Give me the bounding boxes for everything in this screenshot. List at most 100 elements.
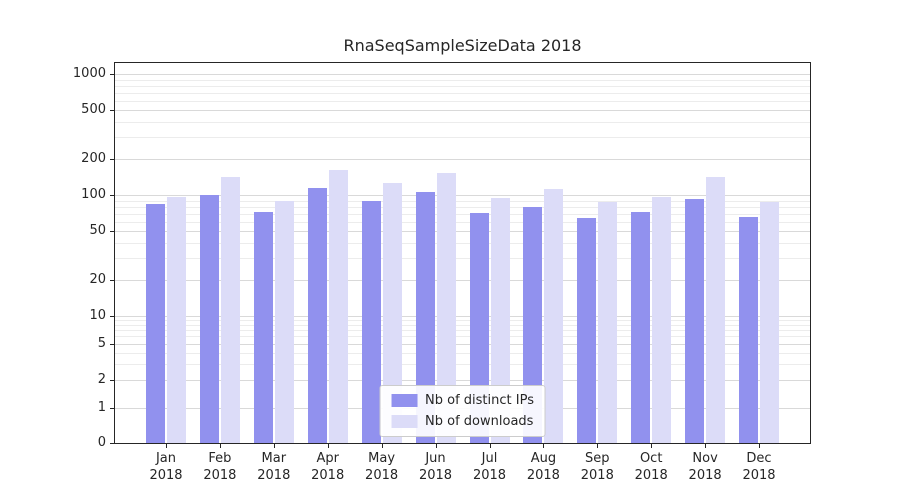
- bar-distinct-ips: [146, 203, 165, 443]
- x-tick-label: Aug 2018: [526, 451, 560, 483]
- major-gridline: [115, 380, 810, 382]
- y-tick-mark: [110, 195, 114, 196]
- y-tick-mark: [110, 279, 114, 281]
- bar-distinct-ips: [577, 217, 597, 443]
- x-tick-label: Apr 2018: [311, 451, 345, 483]
- legend-swatch-distinct-ips: [391, 394, 418, 407]
- y-tick-mark: [110, 231, 114, 233]
- minor-gridline: [115, 258, 810, 260]
- bar-distinct-ips: [361, 200, 381, 443]
- bar-downloads: [490, 197, 510, 443]
- major-gridline: [115, 279, 810, 281]
- minor-gridline: [115, 330, 810, 332]
- bar-downloads: [382, 183, 402, 443]
- x-tick-label: Mar 2018: [257, 451, 291, 483]
- bar-distinct-ips: [253, 212, 273, 443]
- major-gridline: [115, 343, 810, 345]
- bar-downloads: [652, 196, 672, 443]
- y-tick-label: 2: [97, 372, 106, 388]
- x-tick-label: Jan 2018: [149, 451, 183, 483]
- x-tick-label: Dec 2018: [742, 451, 776, 483]
- bar-distinct-ips: [685, 198, 705, 443]
- minor-gridline: [115, 122, 810, 124]
- y-tick-mark: [110, 443, 114, 444]
- legend-row-downloads: Nb of downloads: [391, 414, 534, 429]
- legend-swatch-downloads: [391, 415, 418, 428]
- bar-distinct-ips: [739, 216, 758, 443]
- x-tick-label: Jun 2018: [418, 451, 453, 483]
- minor-gridline: [115, 364, 810, 366]
- bar-distinct-ips: [199, 195, 219, 443]
- bar-distinct-ips: [523, 206, 543, 443]
- major-gridline: [115, 74, 810, 75]
- minor-gridline: [115, 221, 810, 223]
- minor-gridline: [115, 79, 810, 81]
- bar-distinct-ips: [415, 192, 435, 443]
- x-tick-label: May 2018: [365, 451, 399, 483]
- y-tick-mark: [110, 316, 114, 317]
- y-tick-label: 20: [89, 271, 106, 287]
- y-tick-label: 10: [89, 308, 106, 323]
- y-tick-label: 500: [81, 102, 106, 118]
- bar-downloads: [706, 176, 726, 443]
- major-gridline: [115, 231, 810, 233]
- minor-gridline: [115, 206, 810, 208]
- y-tick-mark: [110, 380, 114, 382]
- minor-gridline: [115, 243, 810, 245]
- legend: Nb of distinct IPs Nb of downloads: [379, 385, 546, 437]
- x-tick-mark: [543, 444, 545, 448]
- x-tick-label: Nov 2018: [688, 451, 722, 483]
- major-gridline: [115, 158, 810, 160]
- bar-layer: [115, 63, 810, 443]
- y-tick-label: 100: [81, 187, 106, 202]
- minor-gridline: [115, 324, 810, 326]
- minor-gridline: [115, 320, 810, 322]
- x-tick-label: Oct 2018: [634, 451, 668, 483]
- x-tick-mark: [759, 444, 760, 448]
- x-tick-mark: [273, 444, 275, 448]
- legend-row-distinct-ips: Nb of distinct IPs: [391, 393, 534, 408]
- bar-downloads: [167, 196, 186, 443]
- minor-gridline: [115, 100, 810, 102]
- y-tick-label: 1000: [72, 66, 106, 81]
- bar-downloads: [220, 177, 240, 443]
- minor-gridline: [115, 213, 810, 215]
- x-tick-mark: [219, 444, 221, 448]
- minor-gridline: [115, 336, 810, 338]
- x-tick-mark: [651, 444, 653, 448]
- y-tick-label: 50: [89, 223, 106, 239]
- y-tick-mark: [110, 343, 114, 345]
- x-tick-label: Sep 2018: [580, 451, 614, 483]
- legend-label-distinct-ips: Nb of distinct IPs: [425, 393, 534, 408]
- minor-gridline: [115, 137, 810, 139]
- bar-downloads: [544, 188, 564, 443]
- bar-distinct-ips: [631, 212, 651, 443]
- x-tick-label: Feb 2018: [203, 451, 237, 483]
- x-tick-mark: [489, 444, 491, 448]
- y-tick-label: 0: [97, 435, 106, 450]
- x-tick-mark: [435, 444, 437, 448]
- x-tick-mark: [381, 444, 383, 448]
- major-gridline: [115, 195, 810, 196]
- minor-gridline: [115, 92, 810, 94]
- legend-label-downloads: Nb of downloads: [425, 414, 534, 429]
- x-tick-mark: [705, 444, 707, 448]
- bar-downloads: [598, 201, 618, 443]
- x-tick-mark: [597, 444, 599, 448]
- x-tick-mark: [327, 444, 329, 448]
- y-tick-mark: [110, 158, 114, 160]
- minor-gridline: [115, 352, 810, 354]
- bar-downloads: [436, 173, 456, 443]
- chart-title: RnaSeqSampleSizeData 2018: [343, 36, 582, 55]
- y-tick-label: 5: [97, 335, 106, 351]
- minor-gridline: [115, 200, 810, 202]
- bar-downloads: [328, 169, 348, 443]
- y-tick-mark: [110, 74, 114, 75]
- bar-downloads: [760, 201, 779, 443]
- y-tick-mark: [110, 408, 114, 409]
- plot-area: Nb of distinct IPs Nb of downloads: [114, 62, 811, 444]
- x-tick-label: Jul 2018: [472, 451, 507, 483]
- bar-downloads: [274, 200, 294, 443]
- bar-distinct-ips: [307, 187, 327, 443]
